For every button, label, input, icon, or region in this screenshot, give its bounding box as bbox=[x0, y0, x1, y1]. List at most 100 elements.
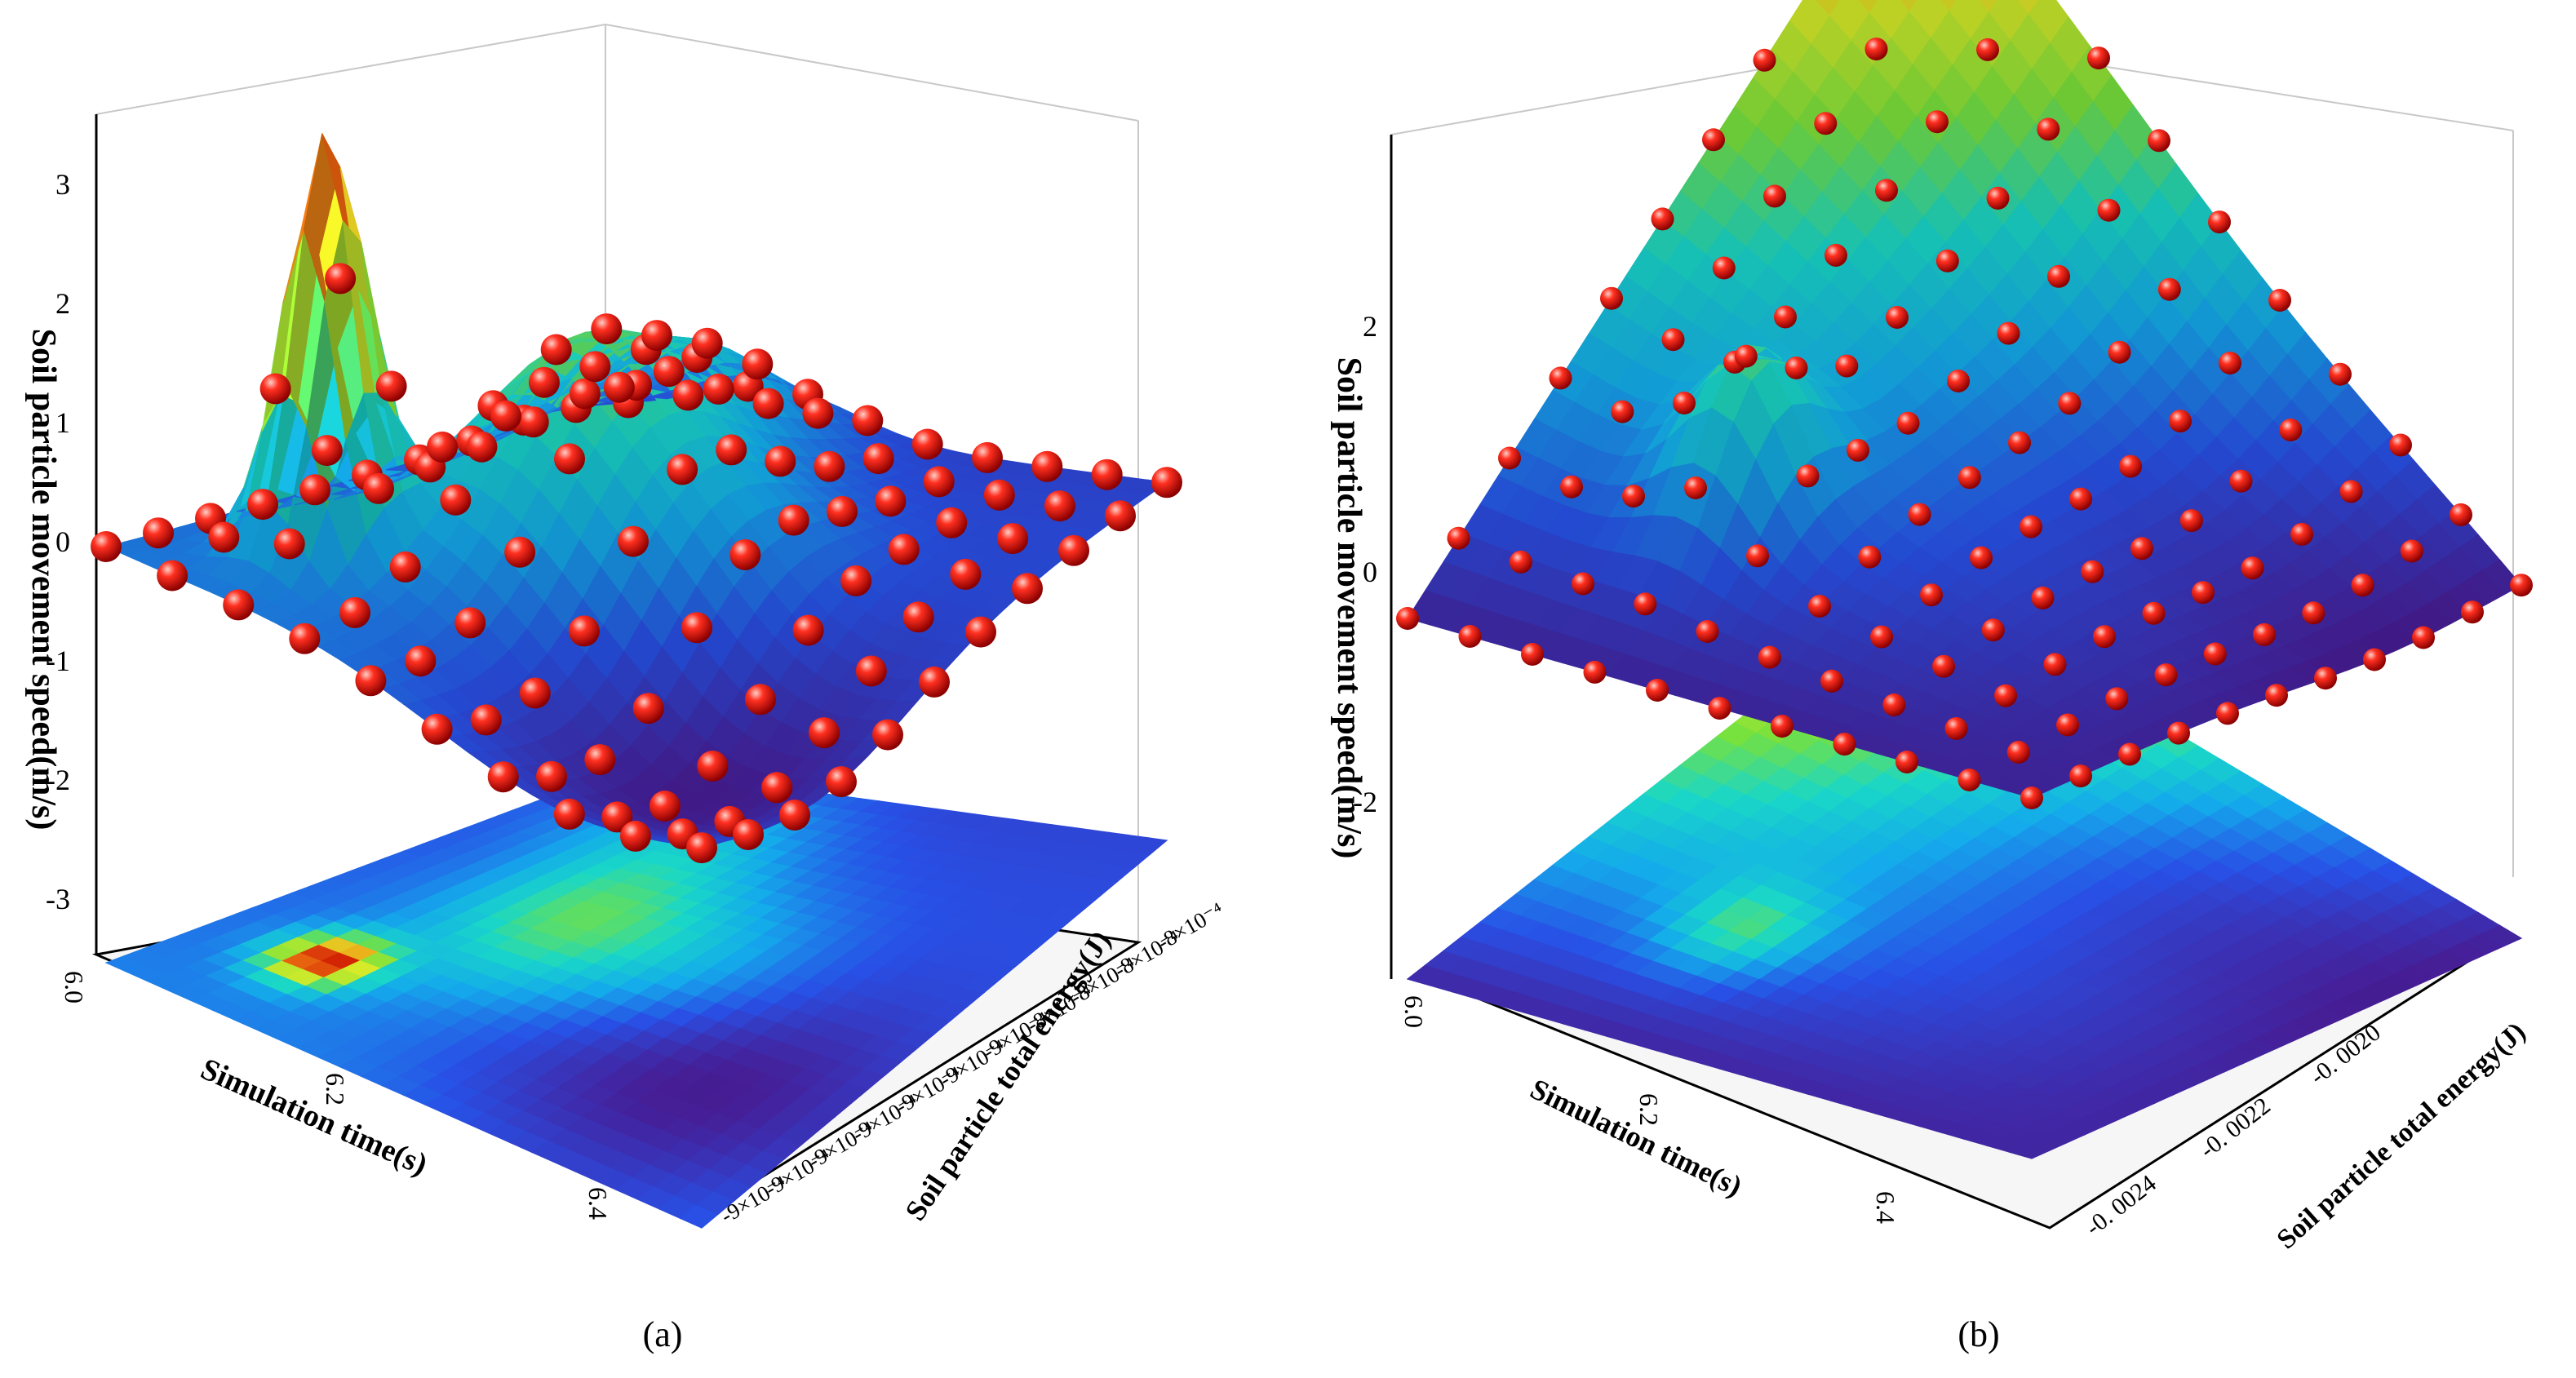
data-point-marker bbox=[997, 523, 1029, 555]
data-point-marker bbox=[1622, 485, 1645, 508]
data-point-marker bbox=[554, 443, 585, 475]
panel-a-z-axis: 3 2 1 0 -1 -2 -3 Soil particle movement … bbox=[24, 168, 70, 915]
data-point-marker bbox=[1814, 112, 1838, 135]
data-point-marker bbox=[919, 666, 950, 698]
data-point-marker bbox=[289, 623, 321, 654]
data-point-marker bbox=[2351, 574, 2374, 597]
data-point-marker bbox=[223, 589, 255, 621]
data-point-marker bbox=[1702, 128, 1725, 152]
panel-a-label: (a) bbox=[643, 1314, 683, 1354]
data-point-marker bbox=[950, 558, 982, 590]
data-point-marker bbox=[427, 431, 458, 463]
data-point-marker bbox=[490, 400, 521, 432]
data-point-marker bbox=[470, 704, 502, 736]
data-point-marker bbox=[339, 596, 370, 628]
data-point-marker bbox=[325, 263, 357, 295]
data-point-marker bbox=[1820, 669, 1843, 693]
data-point-marker bbox=[355, 665, 387, 697]
data-point-marker bbox=[1858, 545, 1882, 569]
data-point-marker bbox=[649, 791, 681, 822]
data-point-marker bbox=[2031, 586, 2055, 609]
panel-b: 2 0 -2 Soil particle movement speed(m/s)… bbox=[1330, 0, 2533, 1354]
data-point-marker bbox=[2105, 687, 2129, 711]
data-point-marker bbox=[2043, 653, 2067, 676]
data-point-marker bbox=[1673, 392, 1696, 414]
data-point-marker bbox=[792, 614, 824, 646]
data-point-marker bbox=[1994, 684, 2017, 707]
data-point-marker bbox=[1549, 366, 1572, 390]
data-point-marker bbox=[1521, 643, 1544, 666]
panel-a-z-tick: 0 bbox=[55, 525, 70, 558]
data-point-marker bbox=[2118, 742, 2141, 766]
data-point-marker bbox=[2169, 410, 2192, 433]
data-point-marker bbox=[454, 607, 486, 639]
data-point-marker bbox=[2130, 537, 2153, 561]
data-point-marker bbox=[923, 466, 955, 498]
data-point-marker bbox=[2056, 713, 2079, 737]
data-point-marker bbox=[1651, 207, 1674, 231]
data-point-marker bbox=[1957, 466, 1981, 490]
data-point-marker bbox=[1696, 620, 1719, 643]
data-point-marker bbox=[983, 479, 1015, 511]
data-point-marker bbox=[1572, 572, 1594, 596]
data-point-marker bbox=[2314, 667, 2337, 690]
data-point-marker bbox=[641, 320, 672, 352]
data-point-marker bbox=[1847, 438, 1869, 462]
data-point-marker bbox=[2087, 47, 2110, 70]
data-point-marker bbox=[667, 454, 698, 485]
data-point-marker bbox=[2290, 522, 2313, 546]
data-point-marker bbox=[2157, 277, 2181, 301]
data-point-marker bbox=[827, 495, 858, 527]
surface-patch bbox=[1900, 0, 1918, 12]
data-point-marker bbox=[779, 800, 810, 831]
data-point-marker bbox=[2412, 626, 2435, 649]
data-point-marker bbox=[553, 798, 585, 830]
data-point-marker bbox=[208, 521, 240, 553]
panel-a-z-tick: -1 bbox=[46, 645, 70, 677]
panel-a-z-tick: 2 bbox=[55, 287, 70, 320]
data-point-marker bbox=[2339, 480, 2363, 503]
data-point-marker bbox=[2020, 786, 2043, 809]
data-point-marker bbox=[826, 766, 857, 798]
data-point-marker bbox=[1712, 256, 1736, 280]
data-point-marker bbox=[2142, 601, 2166, 625]
data-point-marker bbox=[421, 713, 453, 745]
data-point-marker bbox=[619, 820, 651, 852]
panel-a-z-tick: -2 bbox=[46, 764, 70, 796]
panel-b-z-axis-title: Soil particle movement speed(m/s) bbox=[1330, 357, 1368, 859]
data-point-marker bbox=[761, 772, 793, 804]
panel-a: 3 2 1 0 -1 -2 -3 Soil particle movement … bbox=[24, 24, 1228, 1354]
panel-b-z-tick: -2 bbox=[1353, 786, 1377, 818]
data-point-marker bbox=[686, 832, 717, 864]
data-point-marker bbox=[2081, 560, 2104, 583]
data-point-marker bbox=[2020, 515, 2042, 538]
data-point-marker bbox=[1947, 370, 1970, 392]
data-point-marker bbox=[584, 744, 616, 776]
panel-b-x-tick: 6.4 bbox=[1871, 1191, 1900, 1224]
data-point-marker bbox=[1981, 618, 2005, 642]
data-point-marker bbox=[840, 565, 872, 596]
surface-patch bbox=[1940, 0, 1957, 12]
data-point-marker bbox=[2400, 539, 2423, 563]
data-point-marker bbox=[2253, 623, 2276, 646]
data-point-marker bbox=[1824, 243, 1847, 267]
data-point-marker bbox=[528, 366, 560, 398]
data-point-marker bbox=[2069, 487, 2092, 511]
panel-a-z-tick: -3 bbox=[46, 883, 70, 915]
data-point-marker bbox=[1583, 660, 1607, 684]
data-point-marker bbox=[745, 684, 776, 716]
data-point-marker bbox=[936, 507, 968, 538]
data-point-marker bbox=[2192, 581, 2215, 605]
data-point-marker bbox=[1976, 38, 1999, 61]
data-point-marker bbox=[1031, 450, 1063, 482]
data-point-marker bbox=[2167, 721, 2190, 745]
data-point-marker bbox=[681, 612, 712, 644]
surface-patch bbox=[1815, 0, 1841, 16]
data-point-marker bbox=[2148, 129, 2170, 153]
data-point-marker bbox=[601, 801, 633, 833]
panel-a-z-tick: 3 bbox=[55, 168, 70, 201]
data-point-marker bbox=[2241, 556, 2264, 580]
panel-a-x-tick: 6.4 bbox=[583, 1187, 613, 1220]
data-point-marker bbox=[778, 504, 809, 536]
data-point-marker bbox=[1661, 328, 1685, 352]
